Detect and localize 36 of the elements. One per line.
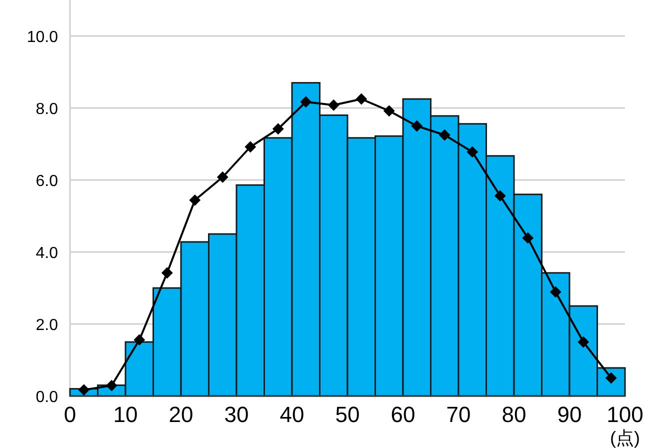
- point: [494, 190, 506, 202]
- y-tick-label: 8.0: [36, 101, 58, 118]
- x-tick-label: 40: [280, 402, 304, 427]
- point: [356, 94, 367, 104]
- x-axis-title: (点): [610, 428, 640, 448]
- x-tick-label: 10: [113, 402, 138, 427]
- y-tick-label: 6.0: [36, 173, 58, 190]
- y-tick-label: 0.0: [36, 389, 58, 406]
- point: [189, 194, 200, 206]
- point: [411, 120, 422, 132]
- point: [217, 172, 228, 183]
- x-tick-label: 30: [224, 402, 249, 427]
- point: [162, 267, 173, 278]
- x-tick-label: 100: [606, 402, 644, 427]
- x-tick-label: 90: [557, 402, 582, 427]
- x-tick-label: 0: [64, 402, 76, 427]
- x-tick-label: 50: [335, 402, 360, 427]
- point: [466, 146, 478, 158]
- x-tick-label: 80: [502, 402, 526, 427]
- point: [244, 141, 256, 152]
- point: [439, 130, 450, 140]
- point: [550, 286, 562, 298]
- point: [328, 100, 340, 111]
- point: [78, 384, 90, 396]
- x-tick-label: 20: [168, 402, 194, 427]
- x-tick-label: 60: [390, 402, 416, 427]
- x-tick-label: 70: [446, 402, 471, 427]
- point: [134, 334, 145, 346]
- y-tick-label: 4.0: [36, 245, 58, 262]
- point: [384, 105, 395, 116]
- point: [272, 123, 284, 134]
- point: [522, 232, 534, 244]
- point: [578, 336, 589, 348]
- y-tick-label: 2.0: [36, 317, 58, 334]
- y-tick-label: 10.0: [26, 29, 58, 46]
- point: [300, 96, 312, 108]
